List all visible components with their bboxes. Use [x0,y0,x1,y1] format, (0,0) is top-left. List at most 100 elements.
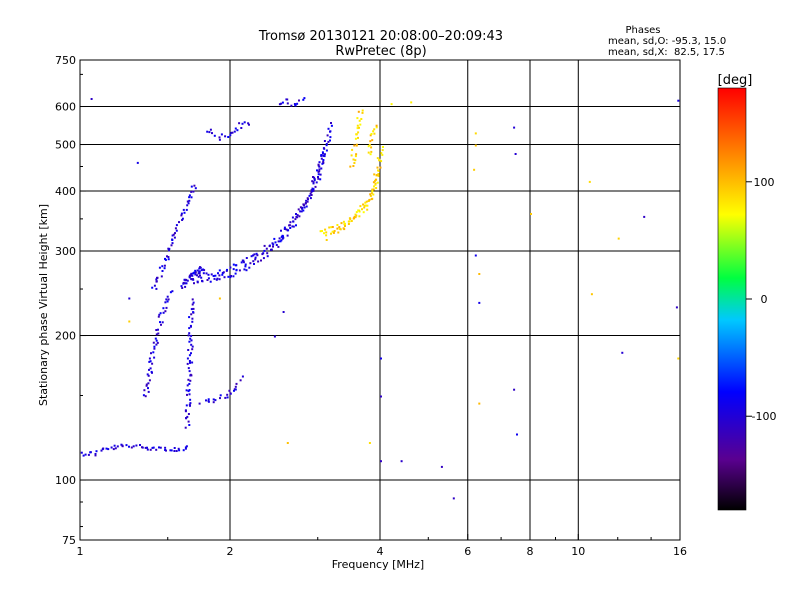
o-mode-point [167,258,170,261]
o-mode-point [169,291,172,294]
o-mode-point [178,221,180,224]
o-mode-point [155,448,158,451]
y-tick-label: 400 [55,185,76,198]
x-tick-label: 10 [571,545,585,558]
o-mode-point [209,128,212,131]
o-mode-point [155,280,158,283]
o-mode-point [187,413,190,415]
o-mode-point [322,152,324,155]
o-mode-point [207,273,210,276]
x-mode-point [370,198,373,201]
o-mode-point [218,274,221,277]
o-mode-scatter-point [90,98,93,100]
o-mode-point [191,274,194,277]
o-mode-point [322,154,325,157]
o-mode-point [155,287,158,290]
o-mode-point [208,131,211,134]
o-mode-point [170,449,173,452]
o-mode-point [121,444,124,447]
o-mode-point [209,280,212,283]
o-mode-point [148,360,151,363]
x-mode-point [347,223,350,225]
o-mode-point [329,139,331,142]
o-mode-point [182,449,185,452]
o-mode-point [184,426,187,429]
x-mode-point [353,162,356,164]
o-mode-point [181,217,184,220]
o-mode-point [302,203,305,206]
o-mode-point [191,361,194,364]
o-mode-point [303,206,306,209]
o-mode-point [322,160,325,163]
o-mode-point [146,446,148,449]
x-mode-point [377,174,380,177]
o-mode-point [185,282,188,285]
o-mode-scatter-point [136,161,139,164]
o-mode-point [187,378,190,381]
o-mode-point [194,271,197,274]
o-mode-point [87,453,90,456]
x-mode-point [369,134,372,137]
x-mode-point [370,192,373,195]
o-mode-point [291,216,294,219]
o-mode-point [233,389,235,392]
o-mode-point [266,252,269,255]
o-mode-point [280,235,283,238]
o-mode-point [294,218,297,221]
x-mode-point [364,201,367,204]
x-mode-point [370,133,373,135]
o-mode-point [318,161,321,164]
o-mode-point [243,121,246,124]
o-mode-point [312,182,315,185]
o-mode-point [184,278,187,281]
o-mode-point [113,444,116,447]
o-mode-point [190,273,193,276]
o-mode-point [143,389,146,392]
colorbar-tick-label: 0 [761,293,768,306]
o-mode-point [190,278,193,281]
o-mode-point [146,448,149,451]
o-mode-point [197,272,200,275]
o-mode-point [130,446,133,449]
x-mode-point [357,110,360,113]
o-mode-point [171,234,174,237]
o-mode-point [241,122,244,125]
o-mode-point [144,446,147,449]
x-mode-point [352,165,355,167]
o-mode-point [250,255,253,258]
o-mode-point [171,239,174,241]
o-mode-point [242,259,245,262]
chart-title: Tromsø 20130121 20:08:00–20:09:43 [258,29,503,44]
o-mode-point [303,97,306,100]
o-mode-point [190,190,193,193]
o-mode-point [260,259,262,262]
o-mode-point [147,390,150,393]
o-mode-scatter-point [452,497,455,500]
o-mode-point [139,444,141,446]
x-mode-point [374,178,377,181]
o-mode-point [158,446,160,449]
o-mode-point [189,402,192,405]
o-mode-point [271,242,274,245]
o-mode-point [232,263,235,266]
x-mode-point [360,118,363,120]
o-mode-point [189,404,191,407]
x-mode-point [331,230,334,233]
o-mode-point [323,155,326,158]
o-mode-point [270,248,272,251]
o-mode-point [191,348,194,351]
o-mode-point [243,268,246,271]
x-mode-point [356,127,359,130]
o-mode-point [244,265,247,268]
o-mode-point [192,190,195,193]
o-mode-point [169,449,172,452]
o-mode-point [223,276,226,279]
o-mode-point [283,226,286,229]
colorbar [717,87,747,511]
o-mode-point [217,272,219,275]
o-mode-point [280,239,283,242]
o-mode-point [282,235,284,238]
x-mode-point [375,124,378,127]
o-mode-point [112,448,115,451]
x-mode-point [340,222,343,225]
